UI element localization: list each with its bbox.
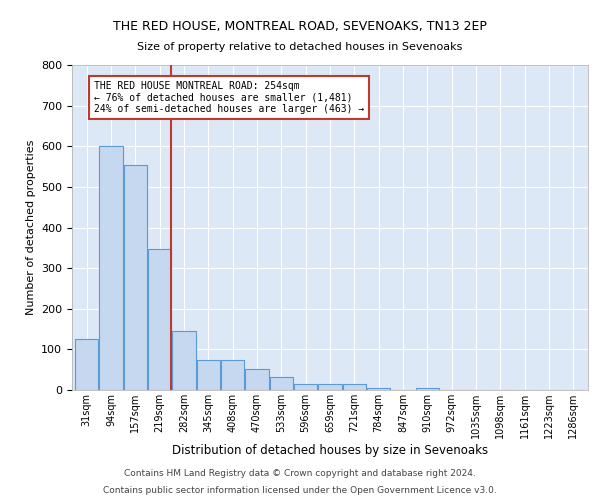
Bar [367,388,390,390]
Bar [294,384,317,390]
Text: Size of property relative to detached houses in Sevenoaks: Size of property relative to detached ho… [137,42,463,52]
Bar [172,331,196,390]
Bar [319,384,341,390]
Text: Contains HM Land Registry data © Crown copyright and database right 2024.: Contains HM Land Registry data © Crown c… [124,468,476,477]
Bar [148,248,171,390]
Bar [197,360,220,390]
Y-axis label: Number of detached properties: Number of detached properties [26,140,35,315]
X-axis label: Distribution of detached houses by size in Sevenoaks: Distribution of detached houses by size … [172,444,488,457]
Text: Contains public sector information licensed under the Open Government Licence v3: Contains public sector information licen… [103,486,497,495]
Text: THE RED HOUSE MONTREAL ROAD: 254sqm
← 76% of detached houses are smaller (1,481): THE RED HOUSE MONTREAL ROAD: 254sqm ← 76… [94,81,364,114]
Text: THE RED HOUSE, MONTREAL ROAD, SEVENOAKS, TN13 2EP: THE RED HOUSE, MONTREAL ROAD, SEVENOAKS,… [113,20,487,33]
Bar [75,339,98,390]
Bar [343,384,366,390]
Bar [221,360,244,390]
Bar [416,388,439,390]
Bar [270,377,293,390]
Bar [245,369,269,390]
Bar [100,146,122,390]
Bar [124,164,147,390]
